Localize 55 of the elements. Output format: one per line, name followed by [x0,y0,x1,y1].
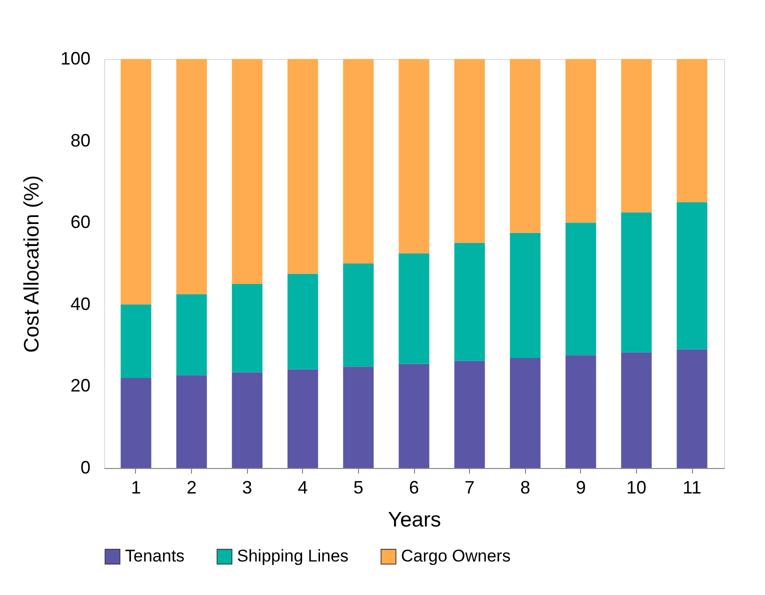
x-tick-label: 11 [682,478,702,498]
y-tick-label: 40 [70,294,90,314]
legend-label: Shipping Lines [237,546,349,566]
y-tick-label: 100 [60,48,90,68]
bar [566,355,596,468]
bar [454,59,485,244]
bar [176,375,207,468]
y-tick-label: 60 [70,212,90,232]
bar [176,294,207,376]
bar [120,378,152,468]
legend-label: Tenants [125,546,185,566]
x-tick-label: 3 [242,478,252,498]
bar [566,59,596,223]
bar [398,253,430,364]
x-tick-label: 7 [464,478,475,498]
x-tick-label: 9 [576,478,586,498]
bar [621,212,652,352]
x-axis-title: Years [388,508,441,532]
x-tick-label: 10 [626,478,646,498]
bar [510,358,540,468]
bar [676,59,708,202]
x-tick-label: 5 [353,478,364,498]
bar [232,372,262,468]
y-tick-label: 0 [80,458,90,478]
bar [288,369,318,468]
bar [398,59,430,254]
x-tick-label: 2 [186,478,197,498]
bar [621,352,652,468]
bar [510,59,540,233]
bar [232,284,262,372]
y-tick-label: 80 [70,130,90,150]
bar [288,59,318,274]
bar [288,274,318,370]
bar [120,59,152,304]
bar [343,59,374,264]
bar [398,364,430,468]
x-tick-label: 6 [408,478,420,498]
bar [676,202,708,350]
x-tick-label: 8 [520,478,530,498]
bar [454,360,485,468]
bar [176,59,207,294]
bar [120,304,152,378]
x-tick-label: 4 [298,478,308,498]
bar [566,222,596,356]
bar [343,366,374,468]
bar [676,349,708,468]
legend-label: Cargo Owners [401,546,511,566]
bar [454,243,485,361]
y-tick-label: 20 [70,376,90,396]
bar [343,264,374,367]
bar [510,232,540,358]
bar [621,59,652,212]
bar [232,59,262,284]
x-tick-label: 1 [130,478,141,498]
y-axis-title: Cost Allocation (%) [20,175,44,353]
